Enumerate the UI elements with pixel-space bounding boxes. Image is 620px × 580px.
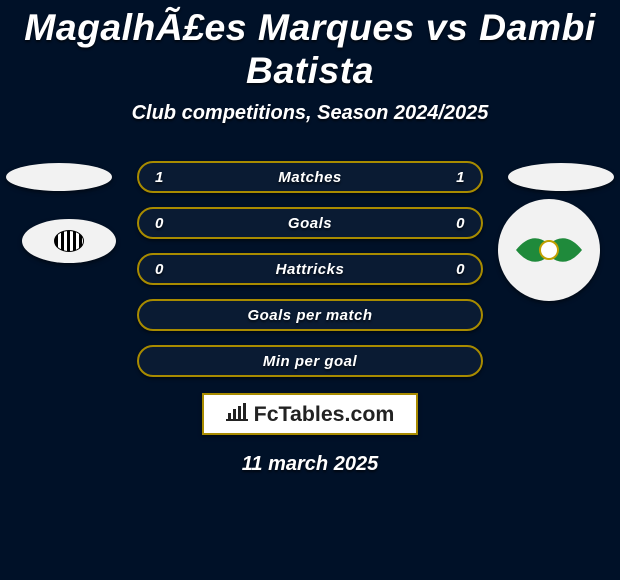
stat-pill-list: 1Matches10Goals00Hattricks0Goals per mat… bbox=[137, 161, 483, 377]
player-photo-left bbox=[6, 163, 112, 191]
stat-pill: 0Hattricks0 bbox=[137, 253, 483, 285]
club-crest-right-icon bbox=[514, 226, 584, 274]
stat-label: Goals bbox=[181, 215, 439, 232]
content-row: 1Matches10Goals00Hattricks0Goals per mat… bbox=[0, 161, 620, 377]
stat-label: Matches bbox=[181, 169, 439, 186]
stat-label: Hattricks bbox=[181, 261, 439, 278]
subtitle: Club competitions, Season 2024/2025 bbox=[0, 102, 620, 125]
page-title: MagalhÃ£es Marques vs Dambi Batista bbox=[0, 0, 620, 92]
bar-chart-icon bbox=[226, 402, 248, 427]
comparison-card: MagalhÃ£es Marques vs Dambi Batista Club… bbox=[0, 0, 620, 580]
stat-pill: Min per goal bbox=[137, 345, 483, 377]
stat-value-right: 0 bbox=[439, 215, 465, 232]
stat-pill: 1Matches1 bbox=[137, 161, 483, 193]
stat-pill: 0Goals0 bbox=[137, 207, 483, 239]
stat-value-left: 1 bbox=[155, 169, 181, 186]
stat-value-left: 0 bbox=[155, 215, 181, 232]
stat-label: Min per goal bbox=[155, 353, 465, 370]
date-line: 11 march 2025 bbox=[0, 453, 620, 476]
site-badge-label: FcTables.com bbox=[254, 402, 395, 427]
player-photo-right bbox=[508, 163, 614, 191]
club-crest-left-icon bbox=[54, 230, 84, 252]
club-crest-right bbox=[498, 199, 600, 301]
site-badge[interactable]: FcTables.com bbox=[202, 393, 418, 435]
stat-value-right: 0 bbox=[439, 261, 465, 278]
stat-pill: Goals per match bbox=[137, 299, 483, 331]
stat-value-left: 0 bbox=[155, 261, 181, 278]
club-crest-left bbox=[22, 219, 116, 263]
stat-value-right: 1 bbox=[439, 169, 465, 186]
stat-label: Goals per match bbox=[155, 307, 465, 324]
